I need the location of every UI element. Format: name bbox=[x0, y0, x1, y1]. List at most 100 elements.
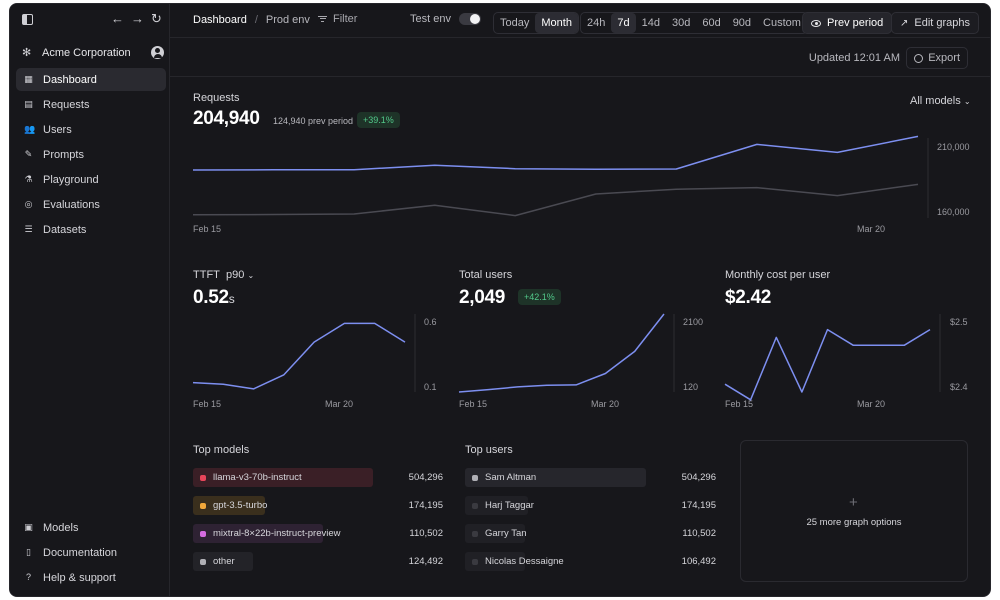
sidebar-item-prompts[interactable]: ✎ Prompts bbox=[16, 143, 166, 166]
range-tab-24h[interactable]: 24h bbox=[587, 17, 606, 29]
user-row[interactable]: Sam Altman 504,296 bbox=[465, 468, 716, 487]
period-tab-today[interactable]: Today bbox=[500, 17, 530, 29]
period-tab-month[interactable]: Month bbox=[535, 13, 578, 33]
users-value: 2,049 bbox=[459, 287, 506, 308]
model-color-dot bbox=[200, 502, 206, 509]
sidebar-toggle-icon[interactable] bbox=[22, 14, 33, 25]
sidebar-bottom-nav: ▣ Models ▯ Documentation? Help & support bbox=[16, 516, 166, 591]
target-icon: ◎ bbox=[24, 199, 33, 209]
flask-icon: ⚗ bbox=[24, 174, 33, 184]
sidebar-item-playground[interactable]: ⚗ Playground bbox=[16, 168, 166, 191]
sidebar-item-label: Evaluations bbox=[43, 198, 100, 211]
sidebar-item-requests[interactable]: ▤ Requests bbox=[16, 93, 166, 116]
range-tab-custom[interactable]: Custom bbox=[763, 17, 801, 29]
user-row[interactable]: Garry Tan 110,502 bbox=[465, 524, 716, 543]
sidebar-item-users[interactable]: 👥 Users bbox=[16, 118, 166, 141]
top-bar: Dashboard / Prod env Filter Test env Tod… bbox=[170, 4, 990, 38]
users-icon: 👥 bbox=[24, 124, 36, 134]
breadcrumb-dashboard[interactable]: Dashboard bbox=[193, 14, 247, 26]
sidebar-item-help-support[interactable]: ? Help & support bbox=[16, 566, 166, 589]
breadcrumb-env[interactable]: Prod env bbox=[265, 14, 310, 26]
model-value: 124,492 bbox=[408, 556, 443, 567]
user-value: 174,195 bbox=[681, 500, 716, 511]
user-row[interactable]: Harj Taggar 174,195 bbox=[465, 496, 716, 515]
cost-series-0-line bbox=[724, 328, 931, 401]
sidebar-item-evaluations[interactable]: ◎ Evaluations bbox=[16, 193, 166, 216]
nav-arrows: ← → ↻ bbox=[111, 12, 162, 26]
cost-x-end: Mar 20 bbox=[857, 399, 886, 409]
model-color-dot bbox=[200, 530, 206, 537]
requests-change-badge: +39.1% bbox=[357, 112, 400, 128]
org-switcher[interactable]: ✻ Acme Corporation bbox=[16, 42, 164, 64]
ttft-title: TTFT p90 ⌄ bbox=[193, 269, 254, 281]
back-arrow-icon[interactable]: ← bbox=[111, 11, 124, 26]
sidebar-item-documentation[interactable]: ▯ Documentation bbox=[16, 541, 166, 564]
sidebar-item-label: Help & support bbox=[43, 571, 116, 584]
requests-x-end: Mar 20 bbox=[857, 224, 886, 234]
model-bar bbox=[193, 468, 373, 487]
user-avatar-icon[interactable] bbox=[151, 46, 164, 59]
main-area: Dashboard / Prod env Filter Test env Tod… bbox=[170, 4, 990, 596]
ttft-x-start: Feb 15 bbox=[193, 399, 222, 409]
sidebar-item-label: Models bbox=[43, 521, 79, 534]
model-select[interactable]: All models ⌄ bbox=[910, 95, 971, 107]
ttft-metric-select[interactable]: p90 ⌄ bbox=[226, 269, 254, 281]
model-name: other bbox=[213, 556, 235, 567]
top-users-title: Top users bbox=[465, 444, 513, 456]
range-tab-60d[interactable]: 60d bbox=[702, 17, 721, 29]
gear-icon: ✻ bbox=[22, 47, 32, 59]
model-row[interactable]: mixtral-8×22b-instruct-preview 110,502 bbox=[193, 524, 443, 543]
breadcrumb: Dashboard / Prod env bbox=[193, 14, 310, 26]
user-name: Harj Taggar bbox=[485, 500, 534, 511]
users-y-top: 2100 bbox=[683, 317, 704, 327]
sidebar-item-label: Users bbox=[43, 123, 72, 136]
sidebar-item-datasets[interactable]: ☰ Datasets bbox=[16, 218, 166, 241]
requests-series-0-line bbox=[192, 135, 919, 171]
range-tab-90d[interactable]: 90d bbox=[732, 17, 752, 29]
requests-value: 204,940 bbox=[193, 108, 260, 129]
model-row[interactable]: gpt-3.5-turbo 174,195 bbox=[193, 496, 443, 515]
sidebar-item-label: Playground bbox=[43, 173, 99, 186]
user-row[interactable]: Nicolas Dessaigne 106,492 bbox=[465, 552, 716, 571]
sidebar-item-label: Prompts bbox=[43, 148, 84, 161]
breadcrumb-separator: / bbox=[254, 14, 258, 26]
requests-title: Requests bbox=[193, 92, 240, 104]
more-graphs-card[interactable]: + 25 more graph options bbox=[740, 440, 968, 582]
edit-graphs-button[interactable]: ↗ Edit graphs bbox=[891, 12, 980, 34]
range-tab-14d[interactable]: 14d bbox=[641, 17, 660, 29]
users-change-badge: +42.1% bbox=[518, 289, 561, 305]
ttft-y-top: 0.6 bbox=[424, 317, 437, 327]
updated-time: Updated 12:01 AM bbox=[808, 52, 900, 64]
user-name: Nicolas Dessaigne bbox=[485, 556, 564, 567]
sidebar-item-dashboard[interactable]: ▦ Dashboard bbox=[16, 68, 166, 91]
sidebar-top: ← → ↻ bbox=[10, 4, 169, 38]
test-env-toggle[interactable] bbox=[458, 13, 481, 25]
requests-x-start: Feb 15 bbox=[193, 224, 222, 234]
database-icon: ☰ bbox=[24, 224, 33, 234]
sidebar: ← → ↻ ✻ Acme Corporation ▦ Dashboard ▤ Requ… bbox=[10, 4, 170, 596]
user-bar bbox=[465, 496, 529, 515]
model-row[interactable]: llama-v3-70b-instruct 504,296 bbox=[193, 468, 443, 487]
sidebar-item-models[interactable]: ▣ Models bbox=[16, 516, 166, 539]
test-env-toggle-group: Test env bbox=[410, 13, 481, 25]
model-row[interactable]: other 124,492 bbox=[193, 552, 443, 571]
model-name: mixtral-8×22b-instruct-preview bbox=[213, 528, 341, 539]
range-tab-7d[interactable]: 7d bbox=[611, 13, 636, 33]
ttft-y-bottom: 0.1 bbox=[424, 382, 437, 392]
ttft-x-end: Mar 20 bbox=[325, 399, 354, 409]
sub-bar: Updated 12:01 AM Export bbox=[170, 39, 990, 77]
range-tab-30d[interactable]: 30d bbox=[671, 17, 691, 29]
prev-period-button[interactable]: Prev period bbox=[802, 12, 893, 34]
user-name: Sam Altman bbox=[485, 472, 537, 483]
model-name: gpt-3.5-turbo bbox=[213, 500, 268, 511]
filter-label: Filter bbox=[333, 13, 358, 25]
user-value: 110,502 bbox=[682, 528, 716, 539]
edit-graphs-label: Edit graphs bbox=[914, 17, 971, 29]
forward-arrow-icon[interactable]: → bbox=[131, 11, 144, 26]
sidebar-item-label: Dashboard bbox=[43, 73, 97, 86]
export-button[interactable]: Export bbox=[906, 47, 968, 69]
requests-series-1-line bbox=[192, 183, 919, 217]
refresh-icon[interactable]: ↻ bbox=[151, 11, 162, 26]
model-bar bbox=[193, 524, 323, 543]
filter-button[interactable]: Filter bbox=[318, 13, 357, 25]
